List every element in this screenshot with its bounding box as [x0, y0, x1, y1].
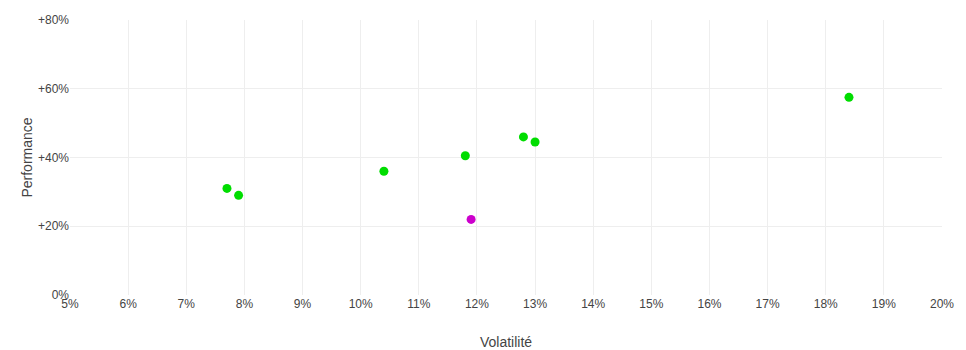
svg-text:0%: 0%	[52, 288, 70, 302]
svg-text:16%: 16%	[697, 297, 721, 311]
svg-text:11%: 11%	[407, 297, 430, 311]
svg-text:Performance: Performance	[19, 117, 35, 197]
svg-text:+80%: +80%	[38, 13, 69, 27]
svg-text:5%: 5%	[61, 297, 79, 311]
svg-text:18%: 18%	[814, 297, 838, 311]
svg-text:+20%: +20%	[38, 219, 69, 233]
svg-text:+40%: +40%	[38, 151, 69, 165]
svg-text:17%: 17%	[756, 297, 780, 311]
svg-text:6%: 6%	[119, 297, 137, 311]
svg-text:7%: 7%	[178, 297, 196, 311]
svg-text:19%: 19%	[872, 297, 896, 311]
svg-text:15%: 15%	[639, 297, 663, 311]
svg-text:Volatilité: Volatilité	[480, 334, 532, 350]
svg-text:13%: 13%	[523, 297, 547, 311]
svg-text:20%: 20%	[930, 297, 954, 311]
svg-text:14%: 14%	[581, 297, 605, 311]
svg-text:+60%: +60%	[38, 82, 69, 96]
svg-text:10%: 10%	[349, 297, 373, 311]
svg-text:12%: 12%	[465, 297, 489, 311]
svg-text:8%: 8%	[236, 297, 254, 311]
svg-text:9%: 9%	[294, 297, 312, 311]
